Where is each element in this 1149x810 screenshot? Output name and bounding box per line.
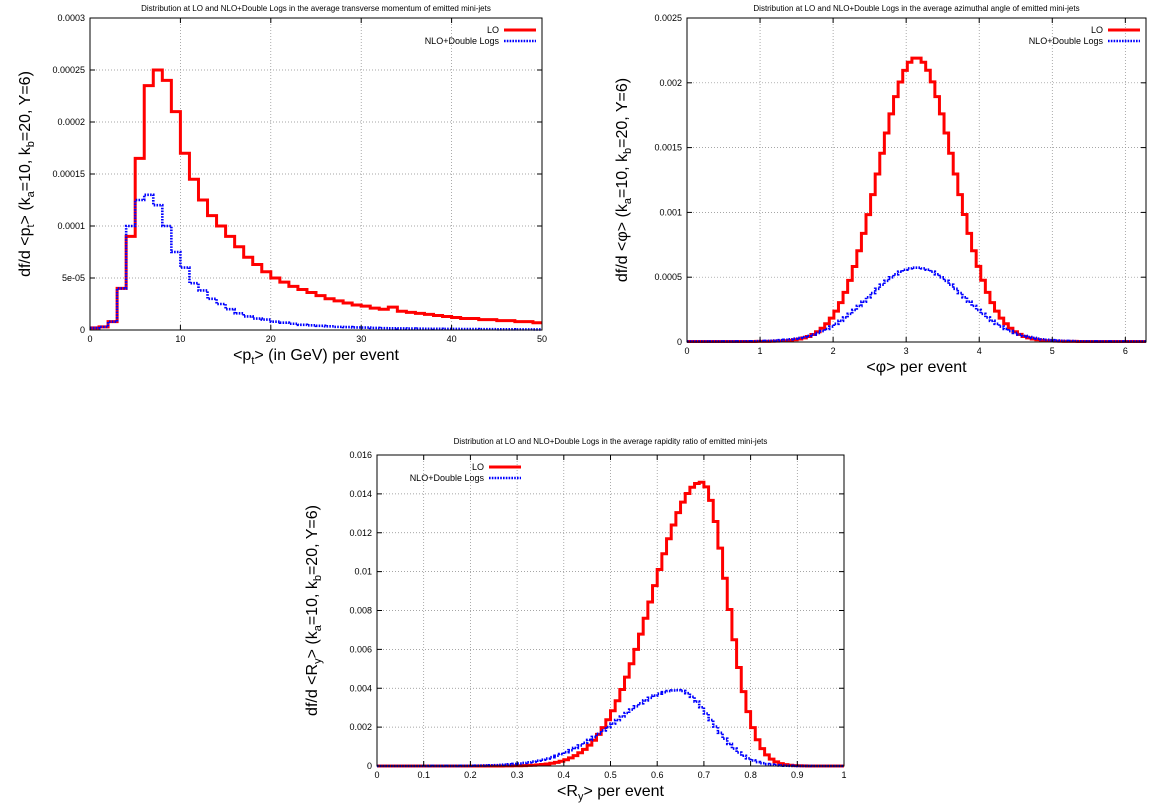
x-tick-label: 0.4 (558, 770, 571, 780)
grid (377, 455, 844, 766)
x-tick-label: 1 (758, 346, 763, 356)
x-tick-label: 10 (175, 334, 185, 344)
x-tick-label: 0.1 (417, 770, 430, 780)
x-tick-label: 3 (904, 346, 909, 356)
chart-2: Distribution at LO and NLO+Double Logs i… (614, 4, 1147, 376)
chart-3: Distribution at LO and NLO+Double Logs i… (304, 437, 847, 803)
chart-title: Distribution at LO and NLO+Double Logs i… (753, 4, 1079, 13)
x-tick-label: 5 (1050, 346, 1055, 356)
y-tick-label: 0.004 (349, 683, 372, 693)
x-tick-label: 0 (87, 334, 92, 344)
x-tick-label: 4 (977, 346, 982, 356)
y-tick-label: 0.0025 (654, 13, 682, 23)
y-axis-label: df/d <Ry> (ka=10, kb=20, Y=6) (304, 505, 324, 716)
x-tick-label: 0.2 (464, 770, 477, 780)
legend-label: NLO+Double Logs (1029, 36, 1104, 46)
x-tick-label: 0.8 (744, 770, 757, 780)
y-tick-label: 0.002 (349, 722, 372, 732)
legend-label: LO (472, 462, 484, 472)
plot-frame (686, 17, 1147, 343)
y-tick-label: 0.0015 (654, 143, 682, 153)
x-tick-label: 2 (831, 346, 836, 356)
x-tick-label: 0.9 (791, 770, 804, 780)
x-tick-label: 50 (537, 334, 547, 344)
x-tick-label: 6 (1123, 346, 1128, 356)
legend-label: LO (487, 25, 499, 35)
chart-title: Distribution at LO and NLO+Double Logs i… (141, 4, 491, 13)
x-tick-label: 40 (447, 334, 457, 344)
legend-label: NLO+Double Logs (425, 36, 500, 46)
y-tick-label: 0.0005 (654, 272, 682, 282)
y-tick-label: 0.006 (349, 644, 372, 654)
x-tick-label: 0 (684, 346, 689, 356)
y-tick-label: 0.0001 (57, 221, 85, 231)
y-tick-label: 0.00015 (52, 169, 85, 179)
x-tick-label: 0.6 (651, 770, 664, 780)
y-tick-label: 0 (677, 337, 682, 347)
y-tick-label: 0.002 (659, 78, 682, 88)
grid (90, 18, 542, 330)
x-tick-label: 30 (356, 334, 366, 344)
x-axis-label: <pt> (in GeV) per event (233, 347, 399, 367)
x-axis-label: <Ry> per event (557, 783, 664, 803)
y-tick-label: 0 (80, 325, 85, 335)
y-axis-label: df/d <pt> (ka=10, kb=20, Y=6) (17, 71, 37, 277)
y-tick-label: 0.008 (349, 606, 372, 616)
y-tick-label: 0 (367, 761, 372, 771)
y-tick-label: 0.014 (349, 489, 372, 499)
y-tick-label: 0.0002 (57, 117, 85, 127)
x-tick-label: 0.5 (604, 770, 617, 780)
x-tick-label: 0.7 (698, 770, 711, 780)
y-tick-label: 0.01 (354, 567, 372, 577)
x-axis-label: <φ> per event (866, 359, 967, 376)
y-tick-label: 0.012 (349, 528, 372, 538)
x-tick-label: 20 (266, 334, 276, 344)
y-tick-label: 0.001 (659, 207, 682, 217)
chart-1: Distribution at LO and NLO+Double Logs i… (17, 4, 547, 367)
legend-label: NLO+Double Logs (410, 473, 485, 483)
x-tick-label: 1 (841, 770, 846, 780)
y-tick-label: 0.0003 (57, 13, 85, 23)
y-tick-label: 0.016 (349, 450, 372, 460)
x-tick-label: 0.3 (511, 770, 524, 780)
grid (687, 18, 1146, 342)
chart-title: Distribution at LO and NLO+Double Logs i… (454, 437, 768, 446)
series-lo-line (687, 56, 1146, 343)
x-tick-label: 0 (374, 770, 379, 780)
series-nlo-line (90, 193, 542, 331)
series-lo-line (90, 68, 542, 330)
y-tick-label: 0.00025 (52, 65, 85, 75)
series-nlo-line (687, 266, 1146, 343)
y-axis-label: df/d <φ> (ka=10, kb=20, Y=6) (614, 78, 634, 282)
y-tick-label: 5e-05 (62, 273, 85, 283)
legend-label: LO (1091, 25, 1103, 35)
